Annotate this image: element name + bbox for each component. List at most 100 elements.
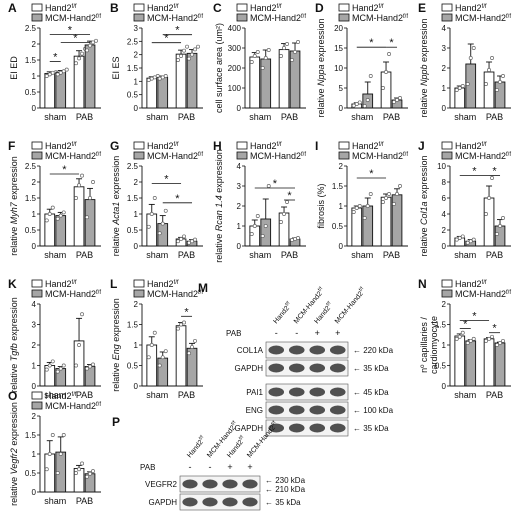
panel-letter: N <box>418 277 427 291</box>
y-tick-label: 2 <box>237 202 242 211</box>
legend-mcm-label: MCM-Hand2f/f <box>45 401 101 411</box>
data-point <box>91 40 95 45</box>
bar <box>146 77 158 109</box>
bar <box>44 72 56 109</box>
bar <box>494 81 506 109</box>
protein-band <box>268 363 285 373</box>
protein-band <box>268 423 285 433</box>
significance-star: * <box>53 52 58 64</box>
data-point <box>190 345 194 350</box>
data-point <box>498 224 502 228</box>
legend-hand2-label: Hand2f/f <box>147 3 179 13</box>
data-point <box>55 216 60 221</box>
protein-band <box>268 405 285 415</box>
y-tick-label: 0 <box>134 242 139 251</box>
data-point <box>252 224 257 228</box>
legend-hand2-label: Hand2f/f <box>455 3 487 13</box>
data-point <box>187 240 191 245</box>
significance-star: * <box>492 166 497 178</box>
panel-letter: D <box>315 1 324 15</box>
y-tick-label: 2 <box>32 412 37 421</box>
data-point <box>61 210 66 215</box>
legend-hand2-label: Hand2f/f <box>45 3 77 13</box>
legend-hand2-label: Hand2f/f <box>250 141 282 151</box>
pab-label: PAB <box>226 329 241 338</box>
y-axis-label: nº capillaries /cardiomyocyte <box>419 316 439 374</box>
band-label: ENG <box>246 406 263 415</box>
y-tick-label: 0 <box>442 382 447 391</box>
x-group-label: PAB <box>281 112 298 122</box>
legend-hand2-swatch <box>338 3 350 12</box>
data-point <box>296 236 300 240</box>
protein-band <box>329 387 346 397</box>
blot-strip <box>265 341 349 359</box>
y-tick-label: 1.5 <box>127 321 139 330</box>
y-tick-label: 2 <box>442 226 447 235</box>
data-point <box>182 320 186 325</box>
data-point <box>91 362 95 367</box>
lane-label: Hand2f/f <box>271 300 294 325</box>
bar <box>494 225 506 247</box>
data-point <box>193 47 197 52</box>
data-point <box>495 343 499 347</box>
legend-mcm-label: MCM-Hand2f/f <box>147 151 203 161</box>
panel-letter: F <box>8 139 15 153</box>
data-point <box>179 54 183 58</box>
bar <box>146 344 158 387</box>
data-point <box>176 58 180 62</box>
data-point <box>454 336 459 341</box>
legend-mcm-label: MCM-Hand2f/f <box>352 151 408 161</box>
y-axis-label: relative Vegfr2 expression <box>9 402 19 506</box>
data-point <box>357 100 362 105</box>
significance-star: * <box>492 323 497 335</box>
y-axis-label: relative Myh7 expression <box>9 156 19 256</box>
y-tick-label: 2 <box>134 51 139 60</box>
legend-mcm-label: MCM-Hand2f/f <box>455 13 511 23</box>
data-point <box>498 340 502 345</box>
data-point <box>61 69 66 74</box>
y-tick-label: 4 <box>442 210 447 219</box>
data-point <box>285 42 289 46</box>
blot-strip <box>265 419 349 437</box>
data-point <box>465 82 470 86</box>
significance-star: * <box>62 164 67 176</box>
y-tick-label: 2 <box>134 178 139 187</box>
data-point <box>47 72 52 77</box>
data-point <box>55 369 60 374</box>
significance-star: * <box>184 306 189 318</box>
data-point <box>387 52 391 56</box>
western-blot-p: PHand2f/f-MCM-Hand2f/f-Hand2f/f+MCM-Hand… <box>112 415 306 511</box>
data-point <box>44 467 49 472</box>
legend-mcm-label: MCM-Hand2f/f <box>455 151 511 161</box>
protein-band <box>242 497 258 507</box>
y-tick-label: 4 <box>32 300 37 309</box>
data-point <box>77 183 81 188</box>
x-group-label: sham <box>44 250 66 260</box>
legend-hand2-swatch <box>441 141 453 150</box>
data-point <box>398 184 402 188</box>
protein-band <box>288 423 305 433</box>
data-point <box>55 471 60 475</box>
legend-hand2-swatch <box>441 279 453 288</box>
data-point <box>152 330 157 335</box>
data-point <box>190 52 194 57</box>
protein-band <box>288 405 305 415</box>
data-point <box>88 364 92 369</box>
significance-star: * <box>68 24 73 36</box>
data-point <box>146 355 151 360</box>
legend-mcm-swatch <box>236 151 248 160</box>
y-tick-label: 2.5 <box>127 162 139 171</box>
y-axis-label: cell surface area (um²) <box>214 23 224 113</box>
legend-hand2-label: Hand2f/f <box>45 279 77 289</box>
panel-letter: H <box>213 139 222 153</box>
data-point <box>94 38 98 43</box>
data-point <box>465 340 470 345</box>
data-point <box>460 84 465 88</box>
protein-band <box>309 345 326 355</box>
band-size: ← 35 kDa <box>265 498 301 507</box>
